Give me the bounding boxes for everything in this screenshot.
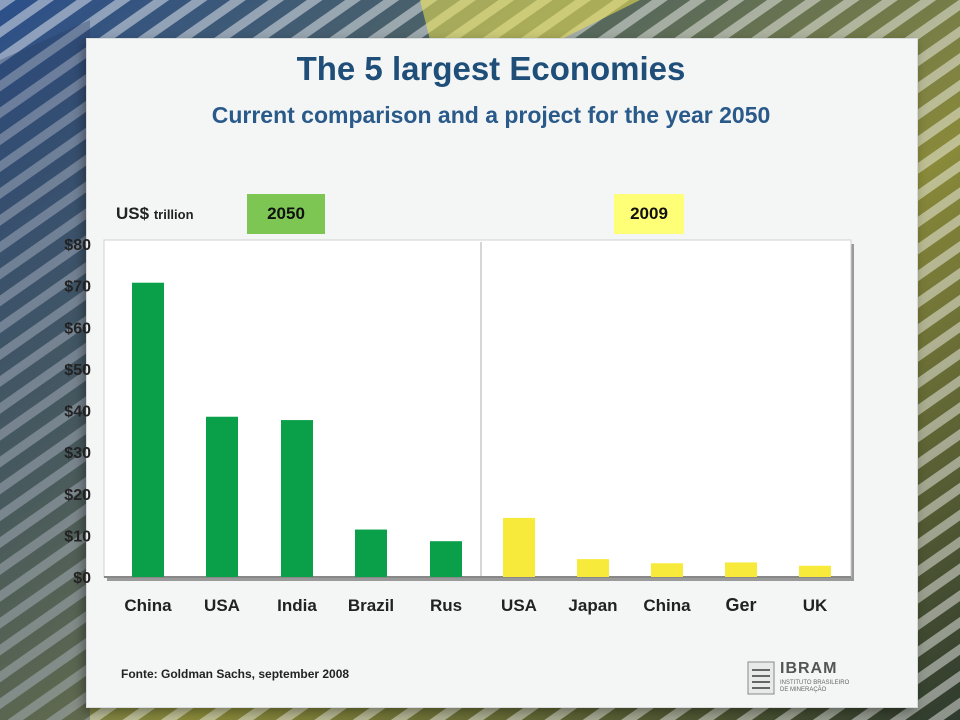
chart-title: The 5 largest Economies bbox=[296, 50, 686, 87]
y-tick-label: $60 bbox=[64, 320, 91, 337]
bar bbox=[132, 282, 164, 577]
x-tick-label: Japan bbox=[568, 596, 617, 615]
bar bbox=[651, 563, 683, 577]
x-tick-label: USA bbox=[204, 596, 240, 615]
bar bbox=[430, 541, 462, 577]
x-tick-label: Ger bbox=[725, 595, 756, 615]
x-tick-label: UK bbox=[803, 596, 828, 615]
x-tick-label: USA bbox=[501, 596, 537, 615]
y-tick-label: $0 bbox=[73, 570, 91, 587]
x-tick-label: China bbox=[124, 596, 172, 615]
y-tick-label: $20 bbox=[64, 487, 91, 504]
bar bbox=[206, 416, 238, 577]
x-tick-label: India bbox=[277, 596, 317, 615]
y-tick-label: $10 bbox=[64, 528, 91, 545]
y-tick-label: $40 bbox=[64, 404, 91, 421]
unit-main: US$ bbox=[116, 204, 150, 223]
y-tick-label: $80 bbox=[64, 237, 91, 254]
bar bbox=[355, 529, 387, 577]
x-tick-label: Rus bbox=[430, 596, 462, 615]
logo-text: IBRAM bbox=[780, 660, 838, 677]
y-tick-label: $30 bbox=[64, 445, 91, 462]
unit-label: US$ trillion bbox=[116, 204, 194, 224]
x-tick-label: China bbox=[643, 596, 691, 615]
chart-subtitle: Current comparison and a project for the… bbox=[211, 102, 771, 128]
bar bbox=[799, 565, 831, 577]
year-badge-2050: 2050 bbox=[247, 194, 325, 234]
source-note: Fonte: Goldman Sachs, september 2008 bbox=[121, 667, 350, 681]
y-tick-label: $70 bbox=[64, 279, 91, 296]
bar bbox=[725, 562, 757, 577]
bar bbox=[577, 559, 609, 577]
bar bbox=[503, 517, 535, 577]
bar bbox=[281, 420, 313, 577]
x-tick-label: Brazil bbox=[348, 596, 394, 615]
y-tick-label: $50 bbox=[64, 362, 91, 379]
logo-subtext: INSTITUTO BRASILEIRO DE MINERAÇÃO bbox=[780, 680, 850, 693]
year-badge-2009: 2009 bbox=[614, 194, 684, 234]
ibram-logo-icon bbox=[747, 661, 775, 695]
unit-small: trillion bbox=[153, 207, 194, 222]
